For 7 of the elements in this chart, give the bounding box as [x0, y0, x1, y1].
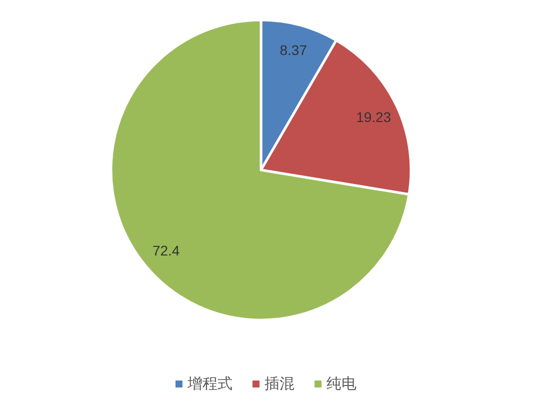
- pie-slice: [110, 18, 410, 322]
- legend-label: 增程式: [186, 376, 232, 392]
- data-label: 8.37: [280, 42, 308, 58]
- data-label: 19.23: [356, 108, 392, 125]
- legend-label: 纯电: [326, 376, 356, 392]
- data-label: 72.4: [152, 242, 180, 259]
- legend-label: 插混: [264, 376, 294, 392]
